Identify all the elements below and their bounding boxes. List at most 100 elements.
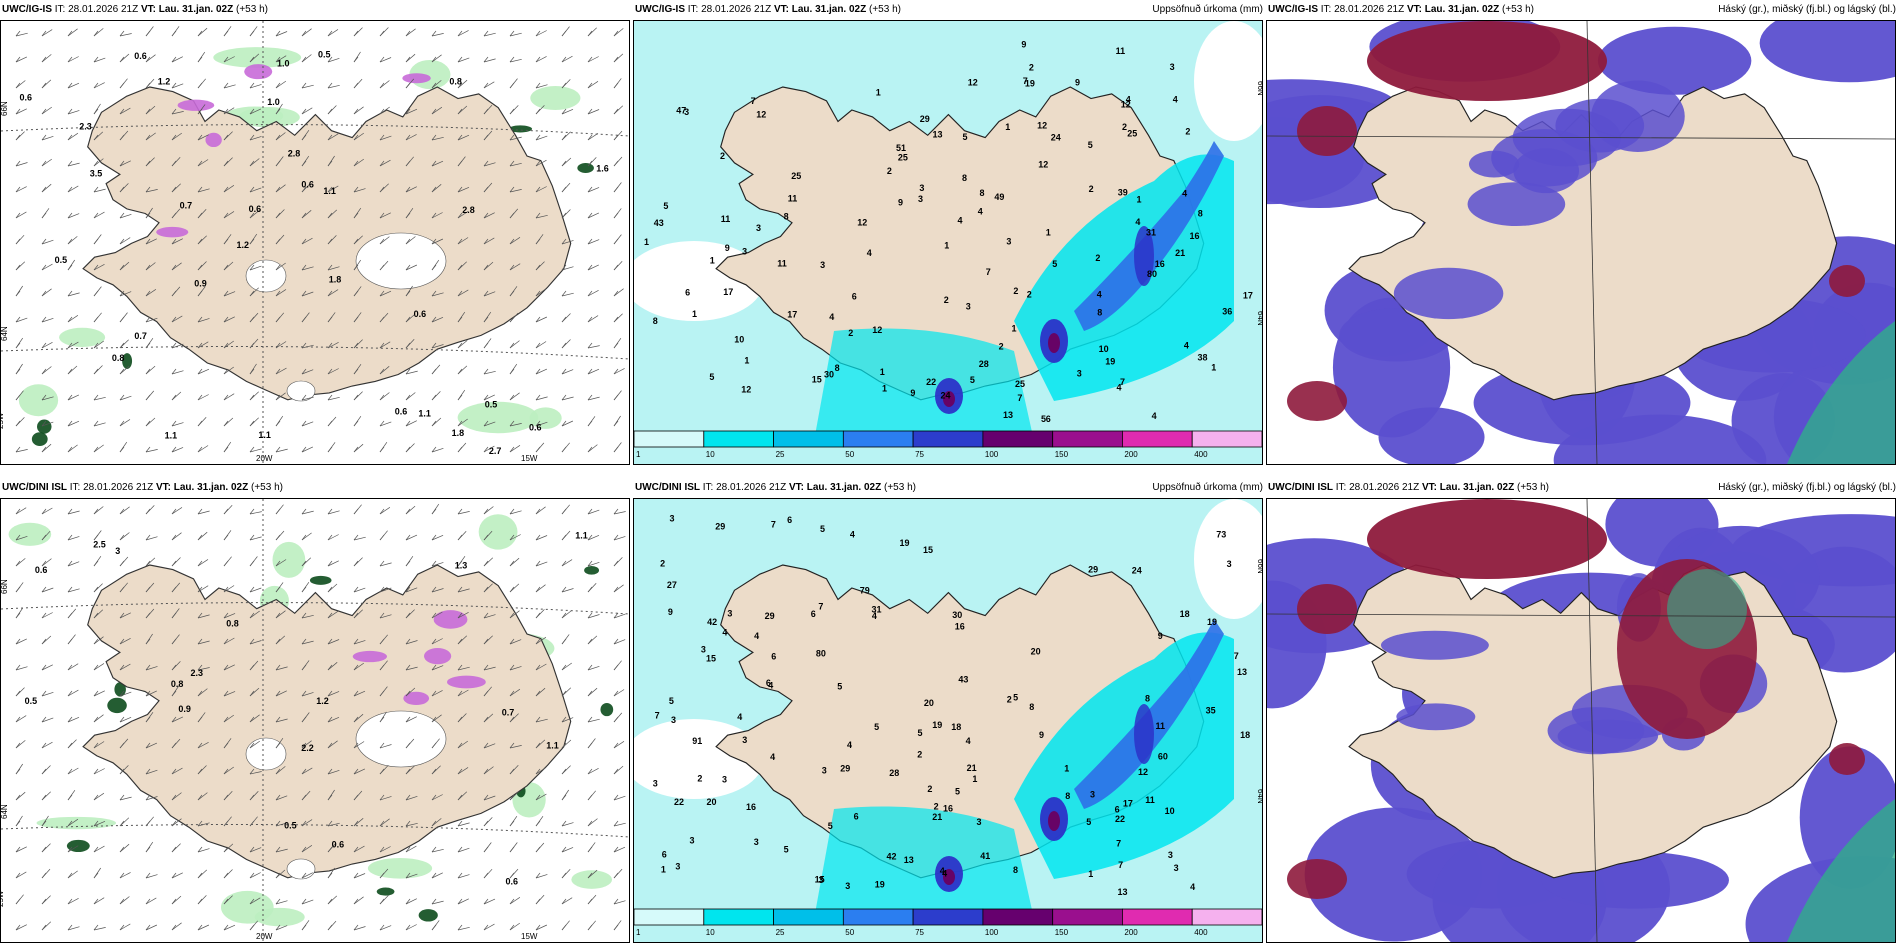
wind-barb-flag bbox=[171, 186, 177, 193]
wind-barb-flag bbox=[119, 872, 125, 879]
wind-barb bbox=[535, 687, 546, 697]
wind-map[interactable]: 20W 15W 66N 64N 25W 0.8 0.6 1.8 0.5 1.2 0.6 1.1 0.6 0… bbox=[0, 20, 630, 465]
wind-barb-flag bbox=[15, 508, 21, 515]
wind-barb bbox=[119, 612, 131, 619]
value-label: 7 bbox=[1120, 377, 1125, 387]
wind-barb bbox=[119, 160, 131, 167]
wind-barb bbox=[457, 237, 469, 245]
value-label: 20 bbox=[1031, 646, 1041, 656]
wind-barb-flag bbox=[405, 924, 411, 931]
precip-core bbox=[418, 909, 438, 922]
value-label: 0.9 bbox=[178, 704, 191, 714]
cloud-map[interactable] bbox=[1266, 20, 1896, 465]
wind-barb bbox=[41, 691, 54, 697]
wind-barb-flag bbox=[509, 638, 515, 645]
wind-barb bbox=[223, 691, 236, 697]
value-label: 5 bbox=[837, 681, 842, 691]
wind-barb bbox=[405, 505, 416, 515]
wind-map[interactable]: 20W 15W 66N 64N 25W 0.5 0.8 1.1 2.3 2.2 3 0.5 0.8 1.2… bbox=[0, 498, 630, 943]
wind-barb bbox=[171, 315, 183, 323]
value-label: 80 bbox=[816, 649, 826, 659]
wind-barb bbox=[431, 900, 444, 905]
wind-barb-flag bbox=[41, 446, 47, 453]
wind-barb-flag bbox=[171, 560, 177, 567]
wind-barb bbox=[535, 561, 548, 567]
value-label: 1 bbox=[944, 241, 949, 251]
wind-barb bbox=[587, 767, 599, 775]
wind-barb bbox=[197, 585, 209, 593]
wind-barb-flag bbox=[249, 134, 255, 141]
wind-barb bbox=[93, 741, 105, 749]
wind-barb-flag bbox=[405, 134, 411, 141]
wind-barb bbox=[301, 54, 312, 63]
wind-barb-flag bbox=[431, 846, 437, 853]
value-label: 5 bbox=[1088, 140, 1093, 150]
wind-barb-flag bbox=[15, 534, 21, 541]
wind-barb-flag bbox=[509, 82, 515, 89]
precip-map[interactable]: 1 3 2 5 3 3 4 3 3 6 7 6 6 11 4 6 3 4 22 5 3 5 2 8 4 29 10 8 60 5 7 6 3 3 3… bbox=[633, 498, 1263, 943]
wind-barb-flag bbox=[327, 160, 333, 167]
value-label: 0.6 bbox=[395, 406, 408, 416]
wind-barb-flag bbox=[249, 846, 255, 853]
wind-barb-flag bbox=[379, 742, 385, 749]
wind-barb-flag bbox=[67, 794, 73, 801]
wind-barb bbox=[613, 28, 624, 37]
value-label: 4 bbox=[1135, 217, 1140, 227]
wind-barb-flag bbox=[93, 820, 99, 827]
wind-barb-flag bbox=[197, 742, 203, 749]
wind-barb-flag bbox=[301, 316, 307, 323]
wind-barb bbox=[15, 638, 27, 645]
wind-barb-flag bbox=[301, 212, 307, 219]
value-label: 8 bbox=[1145, 694, 1150, 704]
wind-barb-flag bbox=[509, 316, 515, 323]
wind-barb-flag bbox=[431, 872, 437, 879]
value-label: 3 bbox=[742, 735, 747, 745]
precip-map[interactable]: 4 3 2 3 4 2 1 3 5 13 24 4 2 1 3 1 2 4 5 5 3 5 39 17 16 11 11 1 3 4 2 1 4… bbox=[633, 20, 1263, 465]
panel-title: UWC/IG-IS IT: 28.01.2026 21Z VT: Lau. 31… bbox=[635, 4, 901, 15]
wind-barb-flag bbox=[249, 186, 255, 193]
wind-barb-flag bbox=[41, 290, 47, 297]
wind-barb bbox=[15, 317, 28, 323]
wind-barb bbox=[353, 713, 364, 723]
value-label: 5 bbox=[828, 821, 833, 831]
value-label: 19 bbox=[1025, 79, 1035, 89]
colorbar-label: 100 bbox=[985, 450, 999, 459]
wind-barb-flag bbox=[483, 446, 489, 453]
value-label: 41 bbox=[980, 851, 990, 861]
wind-barb-flag bbox=[483, 898, 489, 905]
wind-barb bbox=[67, 536, 80, 541]
colorbar-cell bbox=[1121, 430, 1193, 448]
wind-barb bbox=[587, 315, 599, 323]
wind-barb bbox=[301, 369, 314, 375]
wind-barb-flag bbox=[145, 368, 151, 375]
wind-barb bbox=[353, 158, 365, 167]
wind-barb bbox=[431, 690, 443, 697]
colorbar-cell bbox=[982, 908, 1054, 926]
wind-barb-flag bbox=[119, 586, 125, 593]
wind-barb bbox=[457, 79, 468, 89]
wind-barb-flag bbox=[457, 534, 463, 541]
wind-barb bbox=[119, 843, 130, 853]
wind-barb-flag bbox=[15, 30, 21, 37]
wind-barb bbox=[223, 714, 235, 723]
cloud-map[interactable] bbox=[1266, 498, 1896, 943]
wind-barb-flag bbox=[67, 82, 73, 89]
wind-barb bbox=[145, 238, 157, 245]
wind-barb-flag bbox=[483, 586, 489, 593]
value-label: 3 bbox=[918, 194, 923, 204]
wind-barb bbox=[431, 818, 442, 827]
wind-barb bbox=[67, 845, 79, 853]
wind-barb bbox=[587, 665, 600, 671]
wind-barb bbox=[431, 665, 444, 671]
value-label: 1 bbox=[1064, 764, 1069, 774]
wind-barb bbox=[197, 27, 208, 37]
wind-barb-flag bbox=[171, 742, 177, 749]
wind-barb-flag bbox=[197, 716, 203, 723]
wind-barb-flag bbox=[509, 846, 515, 853]
wind-barb-flag bbox=[223, 420, 229, 427]
wind-barb-flag bbox=[301, 794, 307, 801]
wind-barb-flag bbox=[223, 30, 229, 37]
wind-barb bbox=[431, 588, 444, 593]
wind-barb-flag bbox=[119, 846, 125, 853]
wind-barb bbox=[405, 795, 418, 801]
